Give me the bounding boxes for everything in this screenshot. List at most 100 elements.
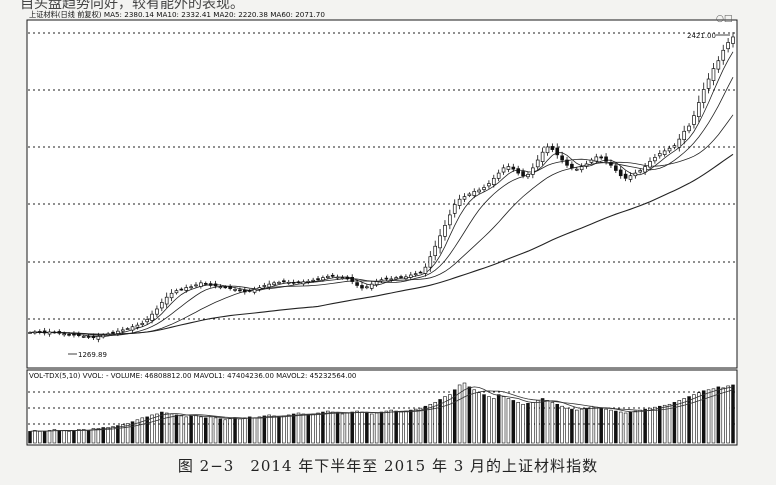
candle-body bbox=[62, 333, 66, 336]
volume-bar bbox=[38, 431, 42, 444]
volume-bar bbox=[545, 400, 550, 444]
candle-body bbox=[101, 334, 106, 338]
candle-body bbox=[472, 191, 477, 196]
candlestick bbox=[374, 278, 379, 287]
candle-body bbox=[301, 281, 306, 285]
candle-body bbox=[52, 331, 57, 334]
candlestick bbox=[726, 37, 730, 53]
volume-bar bbox=[218, 418, 223, 444]
volume-bar bbox=[160, 411, 164, 444]
candlestick bbox=[604, 153, 608, 165]
volume-ma-lines bbox=[29, 386, 734, 432]
volume-bar bbox=[169, 413, 174, 444]
volume-bar bbox=[28, 431, 32, 444]
volume-bar bbox=[384, 410, 389, 444]
candle-body bbox=[355, 282, 359, 286]
volume-bar bbox=[609, 409, 613, 444]
candle-body bbox=[33, 331, 37, 334]
candle-body bbox=[692, 115, 696, 125]
candlestick bbox=[282, 278, 286, 284]
volume-bar bbox=[252, 417, 257, 444]
volume-bar bbox=[140, 417, 145, 444]
candlestick bbox=[228, 284, 232, 291]
volume-bar bbox=[623, 412, 628, 444]
candlestick bbox=[52, 330, 57, 334]
candlestick bbox=[360, 282, 364, 291]
candlestick bbox=[418, 270, 423, 274]
candlestick bbox=[462, 193, 467, 203]
candle-body bbox=[379, 279, 384, 282]
candle-body bbox=[697, 102, 701, 118]
candlestick bbox=[428, 251, 433, 272]
candle-body bbox=[223, 286, 228, 289]
candlestick bbox=[42, 327, 47, 336]
candle-body bbox=[501, 167, 506, 173]
candle-body bbox=[194, 284, 198, 287]
volume-bar bbox=[399, 411, 403, 444]
candle-body bbox=[677, 138, 682, 148]
volume-bar bbox=[589, 405, 594, 444]
candle-body bbox=[584, 163, 589, 167]
candle-body bbox=[570, 163, 574, 169]
candle-body bbox=[667, 147, 672, 152]
candlestick bbox=[311, 277, 315, 283]
volume-bar bbox=[521, 403, 525, 444]
candlestick bbox=[169, 289, 174, 302]
candlestick bbox=[448, 209, 452, 230]
candle-body bbox=[482, 187, 486, 190]
panel-window-icons[interactable]: ○□ bbox=[716, 14, 733, 24]
candlestick bbox=[33, 330, 37, 335]
candlestick bbox=[574, 167, 579, 172]
candlestick bbox=[452, 199, 457, 218]
candlestick bbox=[662, 148, 667, 157]
candlestick bbox=[301, 279, 306, 286]
candle-body bbox=[369, 283, 374, 289]
candlestick bbox=[506, 163, 511, 173]
volume-bar bbox=[125, 423, 130, 444]
volume-bar bbox=[457, 384, 462, 444]
candlestick bbox=[560, 151, 564, 164]
volume-bar bbox=[599, 407, 603, 444]
volume-bar bbox=[648, 407, 652, 444]
candlestick bbox=[643, 163, 647, 176]
volume-bar bbox=[379, 411, 384, 444]
candlestick bbox=[589, 157, 594, 165]
candle-body bbox=[638, 170, 643, 173]
candle-body bbox=[28, 332, 32, 334]
volume-bar bbox=[286, 414, 291, 444]
candle-body bbox=[179, 288, 184, 291]
candle-body bbox=[565, 159, 569, 166]
volume-bar bbox=[155, 413, 159, 444]
candle-body bbox=[457, 198, 462, 206]
candle-body bbox=[418, 271, 423, 274]
candlestick bbox=[86, 334, 91, 339]
candlestick bbox=[633, 169, 638, 179]
candlestick bbox=[511, 163, 516, 172]
candle-body bbox=[286, 281, 291, 284]
volume-bar bbox=[575, 409, 579, 444]
volume-bar bbox=[418, 407, 423, 444]
volume-bar bbox=[570, 408, 574, 444]
candle-body bbox=[716, 60, 721, 70]
candle-body bbox=[428, 256, 433, 268]
candlestick bbox=[487, 180, 491, 189]
volume-bar bbox=[496, 394, 501, 444]
candle-body bbox=[394, 277, 398, 280]
candle-body bbox=[208, 283, 213, 286]
candlestick bbox=[296, 280, 301, 284]
volume-bar bbox=[516, 402, 520, 444]
candlestick bbox=[565, 156, 569, 168]
volume-bar bbox=[130, 421, 135, 444]
grid-lines bbox=[28, 32, 736, 425]
candlestick bbox=[716, 56, 721, 73]
volume-bar bbox=[199, 416, 203, 444]
volume-bar bbox=[194, 414, 198, 444]
volume-bar bbox=[506, 398, 511, 444]
candle-body bbox=[706, 78, 711, 89]
candle-body bbox=[252, 289, 257, 293]
candlestick bbox=[208, 281, 213, 288]
volume-bar bbox=[369, 413, 374, 444]
candlestick bbox=[672, 143, 677, 150]
candlestick bbox=[614, 162, 618, 173]
candle-body bbox=[243, 289, 247, 293]
